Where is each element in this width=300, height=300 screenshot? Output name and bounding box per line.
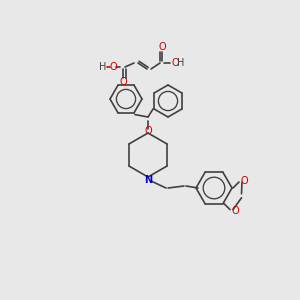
Text: O: O <box>144 126 152 136</box>
Text: H: H <box>99 62 107 72</box>
Text: O: O <box>240 176 248 186</box>
Text: O: O <box>109 62 117 72</box>
Text: O: O <box>119 77 127 87</box>
Text: N: N <box>144 175 152 185</box>
Text: H: H <box>177 58 185 68</box>
Text: O: O <box>158 42 166 52</box>
Text: O: O <box>171 58 179 68</box>
Text: O: O <box>231 206 239 216</box>
